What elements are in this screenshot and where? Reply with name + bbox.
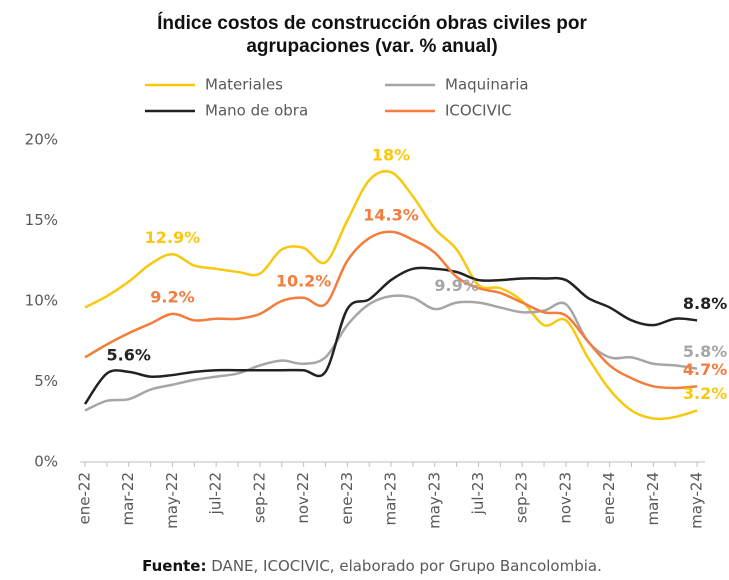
value-label: 3.2% [683,384,727,403]
x-tick-label: mar-22 [119,472,137,526]
series-line [84,230,698,390]
source-label: Fuente: [142,557,206,575]
x-tick-label: may-22 [163,472,181,529]
x-tick-label: may-23 [425,472,443,529]
legend-label: Materiales [205,76,283,94]
series-line [83,266,698,405]
x-tick-label: jul-22 [207,472,225,515]
value-label: 4.7% [683,360,727,379]
series-line [84,169,698,421]
x-tick-label: mar-23 [382,472,400,526]
chart-title: agrupaciones (var. % anual) [246,36,497,57]
value-label: 8.8% [683,294,727,313]
legend-label: ICOCIVIC [445,102,512,120]
y-tick-label: 5% [34,372,58,390]
x-tick-label: sep-22 [250,472,268,523]
x-tick-label: nov-22 [294,472,312,524]
value-label: 9.9% [434,276,478,295]
x-tick-label: nov-23 [556,472,574,524]
x-tick-label: sep-23 [513,472,531,523]
y-tick-label: 0% [34,453,58,471]
legend-label: Mano de obra [205,102,308,120]
value-label: 9.2% [150,287,194,306]
value-label: 10.2% [276,271,332,290]
chart-title: Índice costos de construcción obras civi… [157,12,587,34]
value-label: 5.8% [683,342,727,361]
y-tick-label: 10% [25,292,58,310]
legend-label: Maquinaria [445,76,529,94]
source-text: DANE, ICOCIVIC, elaborado por Grupo Banc… [211,557,602,575]
series-line [84,294,698,412]
y-tick-label: 20% [25,131,58,149]
x-tick-label: mar-24 [644,472,662,526]
x-tick-label: ene-23 [338,472,356,524]
x-tick-label: may-24 [688,472,706,529]
x-tick-label: jul-23 [469,472,487,515]
x-tick-label: ene-24 [600,472,618,524]
y-tick-label: 15% [25,211,58,229]
value-label: 5.6% [107,345,151,364]
x-tick-label: ene-22 [76,472,94,524]
value-label: 12.9% [145,228,201,247]
value-label: 18% [372,146,410,165]
value-label: 14.3% [363,205,419,224]
source: Fuente: DANE, ICOCIVIC, elaborado por Gr… [142,557,602,575]
